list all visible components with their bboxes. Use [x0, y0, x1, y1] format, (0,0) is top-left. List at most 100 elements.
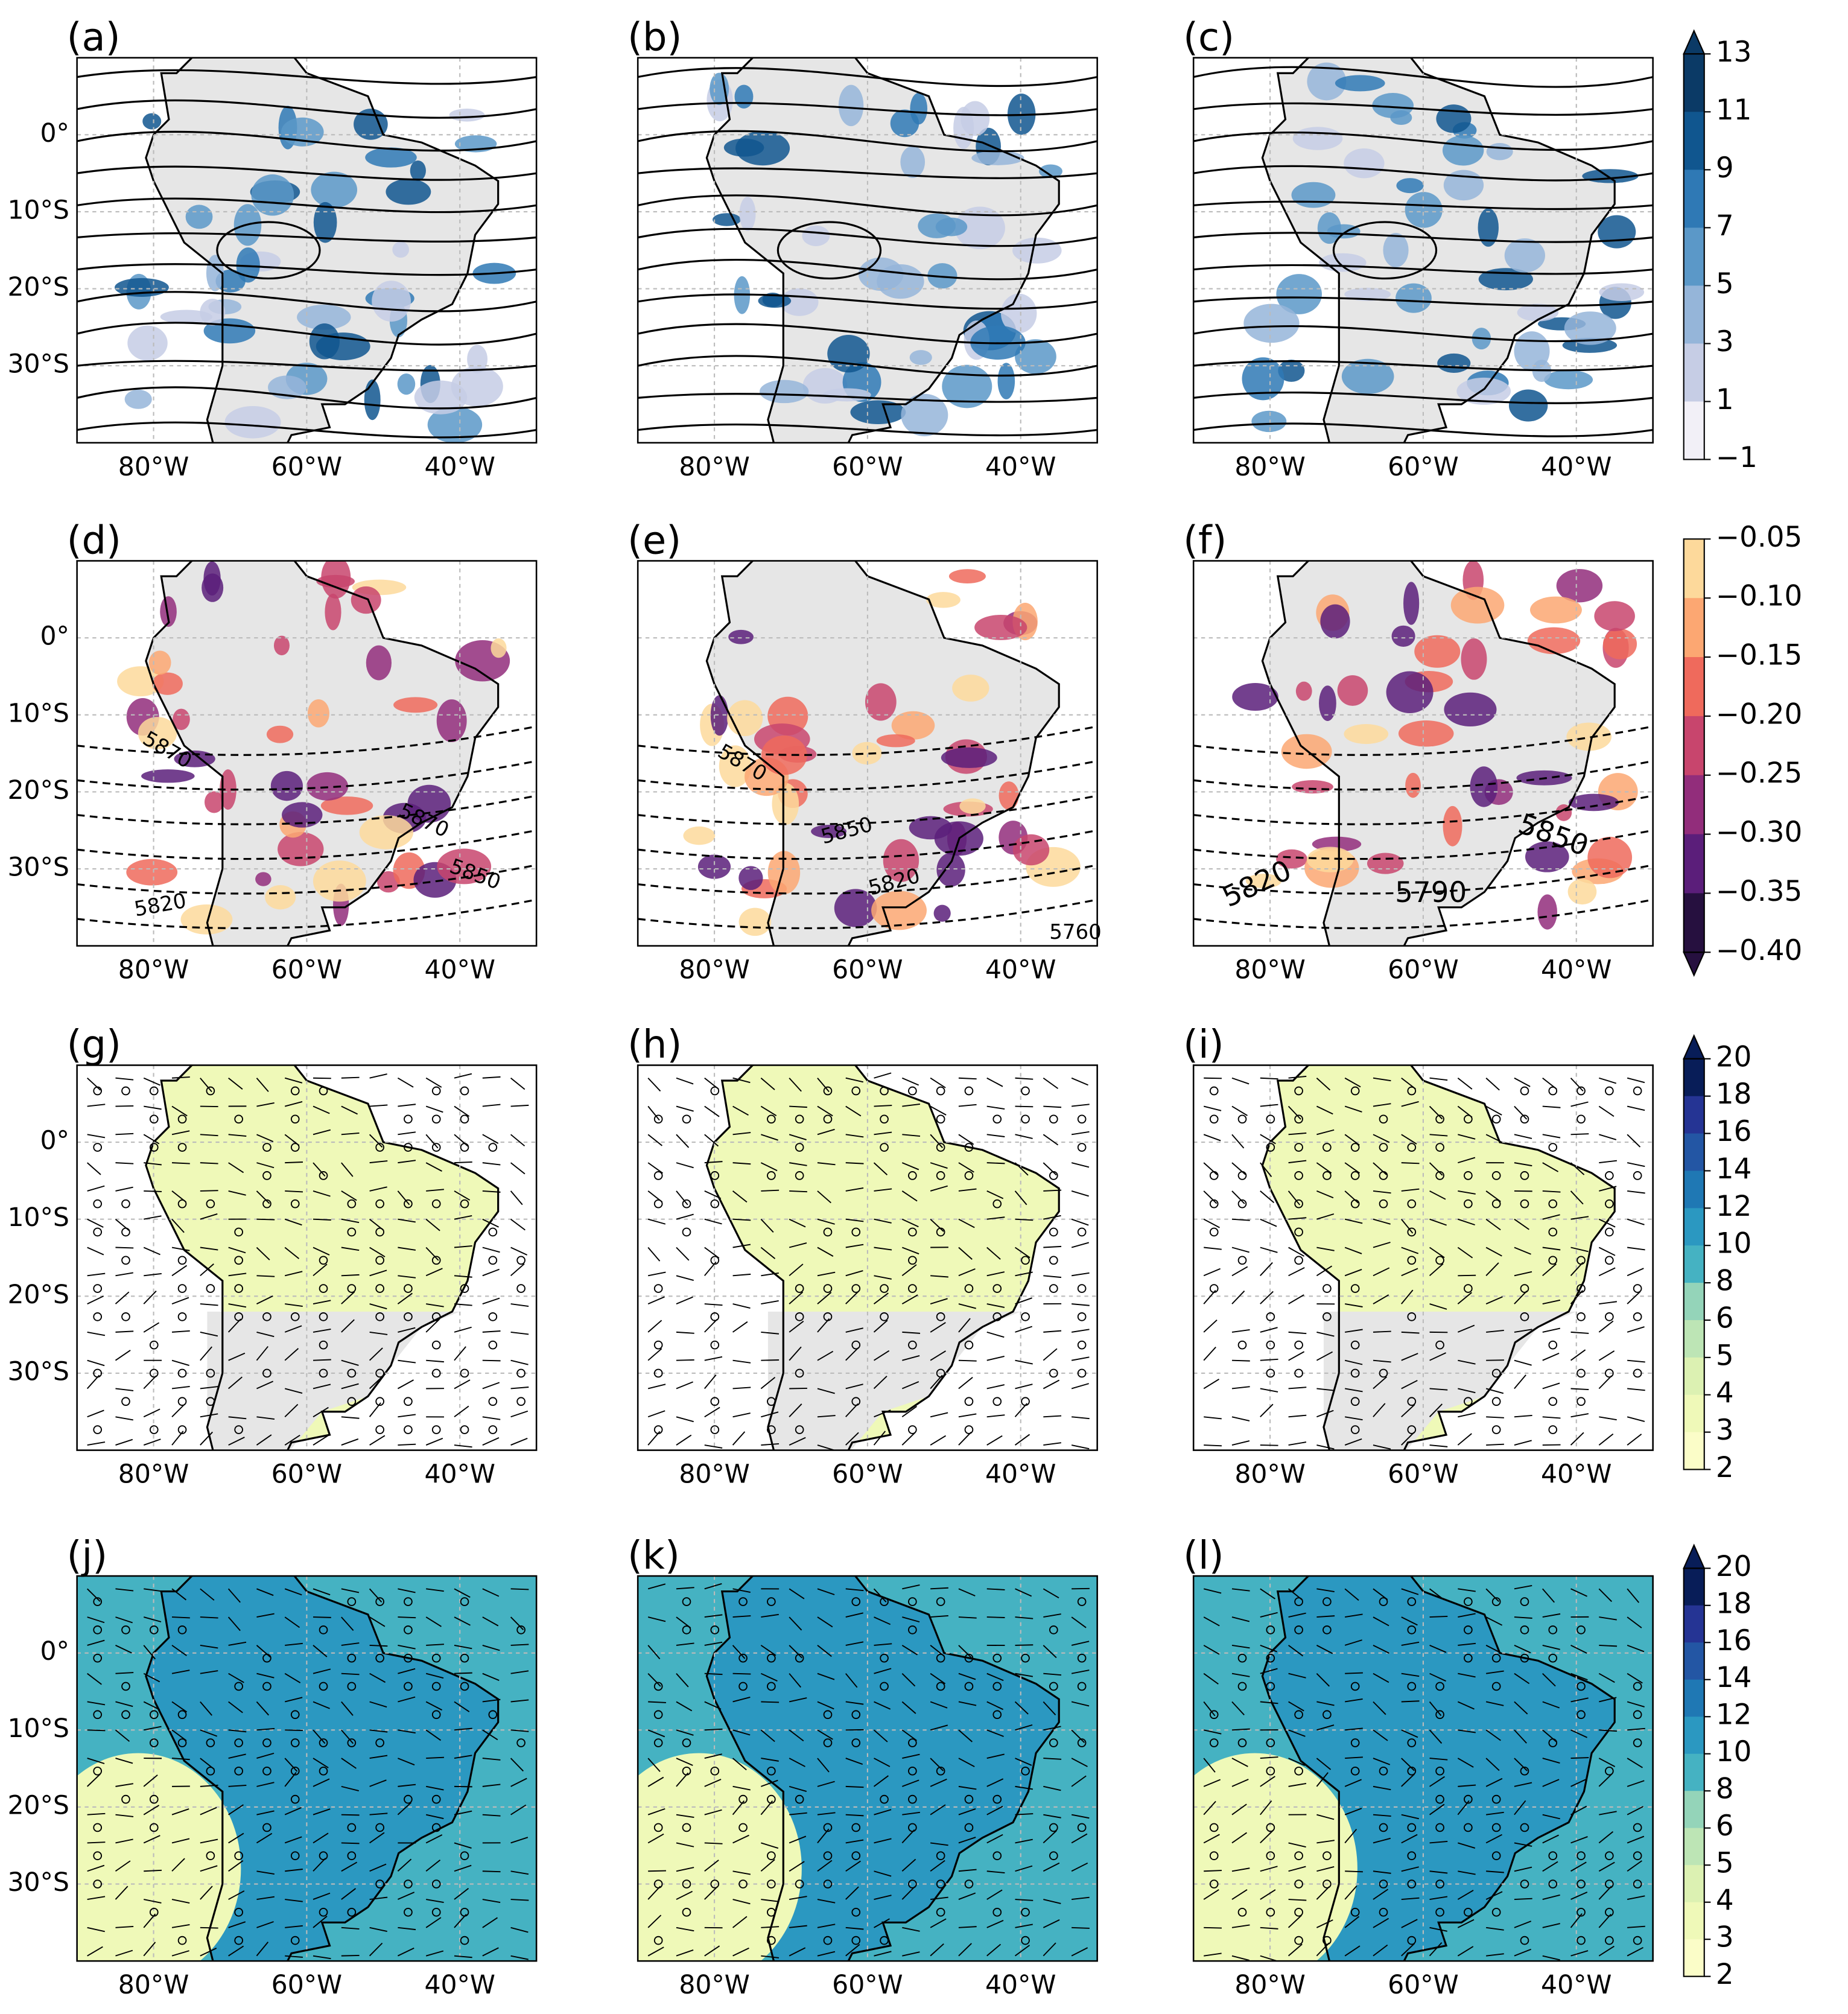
shading-blob	[974, 614, 1027, 640]
wind-barb	[313, 1263, 328, 1277]
wind-barb	[256, 1810, 275, 1815]
wind-barb	[341, 1416, 360, 1419]
stipple	[290, 1767, 300, 1776]
stipple	[1021, 1114, 1030, 1124]
wind-barb	[930, 1615, 948, 1618]
stipple	[347, 1199, 357, 1209]
stipple	[1237, 1199, 1247, 1209]
wind-barb	[676, 1381, 693, 1390]
stipple	[1350, 1284, 1360, 1293]
stipple	[1077, 1143, 1087, 1152]
shading-blob	[142, 113, 162, 130]
wind-barb	[87, 1639, 105, 1646]
wind-barb	[171, 1701, 188, 1713]
wind-barb	[87, 1134, 106, 1139]
wind-barb	[930, 1162, 948, 1169]
stipple	[1266, 1907, 1275, 1917]
wind-barb	[313, 1105, 330, 1114]
wind-barb	[144, 1190, 162, 1192]
stipple	[1464, 1907, 1473, 1917]
wind-barb	[341, 1319, 355, 1333]
colorbar-tick-label: 12	[1716, 1699, 1752, 1732]
wind-barb	[1458, 1613, 1476, 1618]
wind-barb	[341, 1785, 359, 1791]
wind-barb	[1203, 1645, 1220, 1655]
stipple	[206, 1397, 215, 1406]
wind-barb	[1043, 1899, 1061, 1904]
wind-barb	[704, 1945, 720, 1957]
stipple	[1294, 1340, 1303, 1350]
wind-barb	[1401, 1188, 1420, 1192]
wind-barb	[341, 1729, 354, 1744]
wind-barb	[482, 1917, 498, 1928]
wind-barb	[986, 1870, 1005, 1873]
stipple	[290, 1199, 300, 1209]
stipple	[1266, 1851, 1275, 1861]
shading-blob	[1525, 841, 1569, 872]
wind-barb	[313, 1247, 330, 1256]
wind-barb	[1373, 1785, 1391, 1791]
wind-barb	[760, 1162, 778, 1172]
wind-barb	[1627, 1416, 1645, 1422]
wind-barb	[1627, 1190, 1645, 1194]
map-panel	[1193, 1576, 1653, 1962]
wind-barb	[1542, 1299, 1561, 1305]
contour-label: 5760	[1049, 920, 1102, 944]
stipple	[347, 1227, 357, 1237]
streamline	[1193, 232, 1653, 243]
wind-barb	[1316, 1701, 1335, 1706]
colorbar-band	[1683, 1320, 1704, 1358]
lat-tick-label: 30°S	[7, 350, 69, 380]
wind-barb	[482, 1268, 500, 1277]
stipple	[121, 1397, 130, 1406]
stipple	[1237, 1907, 1247, 1917]
wind-barb	[1231, 1616, 1250, 1622]
shading-blob	[124, 389, 152, 409]
wind-barb	[986, 1729, 1004, 1737]
stipple	[1435, 1340, 1444, 1350]
stipple	[404, 1425, 413, 1434]
wind-barb	[425, 1673, 444, 1679]
wind-barb	[1203, 1758, 1216, 1773]
wind-barb	[704, 1779, 722, 1787]
wind-barb	[1429, 1218, 1447, 1226]
wind-barb	[845, 1327, 863, 1333]
stipple	[1049, 1625, 1058, 1634]
stipple	[319, 1256, 328, 1265]
wind-barb	[454, 1405, 469, 1418]
stipple	[516, 1397, 526, 1406]
wind-barb	[87, 1295, 104, 1304]
wind-barb	[817, 1812, 836, 1815]
stipple	[177, 1710, 187, 1720]
wind-barb	[958, 1673, 976, 1680]
wind-barb	[676, 1077, 694, 1085]
wind-barb	[1570, 1349, 1586, 1361]
stipple	[1077, 1284, 1087, 1293]
wind-barb	[1599, 1160, 1618, 1164]
wind-barb	[87, 1701, 106, 1706]
wind-barb	[789, 1387, 807, 1390]
wind-barb	[789, 1320, 804, 1333]
wind-barb	[1344, 1105, 1362, 1113]
wind-barb	[200, 1806, 217, 1815]
wind-barb	[1043, 1785, 1061, 1791]
shading-blob	[997, 363, 1015, 399]
stipple	[936, 1653, 945, 1663]
wind-barb	[901, 1077, 919, 1086]
wind-barb	[171, 1130, 190, 1136]
wind-barb	[115, 1729, 130, 1742]
colorbar-band	[1683, 401, 1704, 460]
wind-barb	[482, 1190, 501, 1193]
lat-tick-label: 10°S	[7, 699, 69, 728]
streamline	[77, 165, 537, 181]
colorbar-tick-label: 6	[1716, 1302, 1734, 1335]
wind-barb	[1598, 1673, 1615, 1683]
stipple	[347, 1682, 357, 1691]
wind-barb	[930, 1298, 948, 1305]
wind-barb	[1072, 1104, 1090, 1107]
wind-barb	[1260, 1358, 1278, 1361]
stipple	[795, 1368, 804, 1378]
wind-barb	[510, 1331, 529, 1335]
wind-barb	[510, 1870, 529, 1875]
